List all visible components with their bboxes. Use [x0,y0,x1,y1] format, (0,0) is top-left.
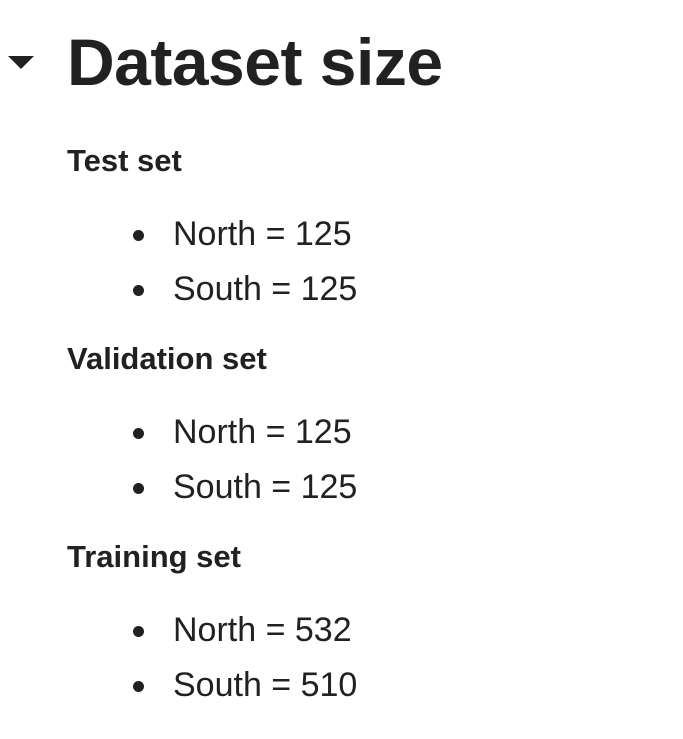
bullet-icon [133,284,144,296]
list-item-text: South = 125 [173,270,358,308]
list-item: South = 125 [67,262,357,317]
bullet-icon [133,482,144,494]
section-heading: Validation set [67,341,267,376]
collapse-toggle[interactable] [0,33,48,93]
list-item: North = 532 [67,603,352,658]
section-heading: Test set [67,143,182,178]
list-item-text: North = 125 [173,413,352,451]
list-item: North = 125 [67,207,352,262]
list-item-text: South = 125 [173,468,358,506]
section-heading: Training set [67,539,241,574]
item-list: North = 125 South = 125 [67,207,357,317]
list-item-text: North = 125 [173,215,352,253]
bullet-icon [133,625,144,637]
item-list: North = 532 South = 510 [67,603,357,713]
caret-down-icon [8,56,34,70]
list-item: South = 510 [67,658,357,713]
list-item-text: South = 510 [173,666,358,704]
section-header [0,18,48,108]
item-list: North = 125 South = 125 [67,405,357,515]
bullet-icon [133,229,144,241]
list-item: South = 125 [67,460,357,515]
list-item: North = 125 [67,405,352,460]
bullet-icon [133,427,144,439]
test-set-section: Test set North = 125 South = 125 [67,141,357,317]
page-title: Dataset size [67,25,443,99]
list-item-text: North = 532 [173,611,352,649]
validation-set-section: Validation set North = 125 South = 125 [67,339,357,515]
bullet-icon [133,680,144,692]
training-set-section: Training set North = 532 South = 510 [67,537,357,713]
